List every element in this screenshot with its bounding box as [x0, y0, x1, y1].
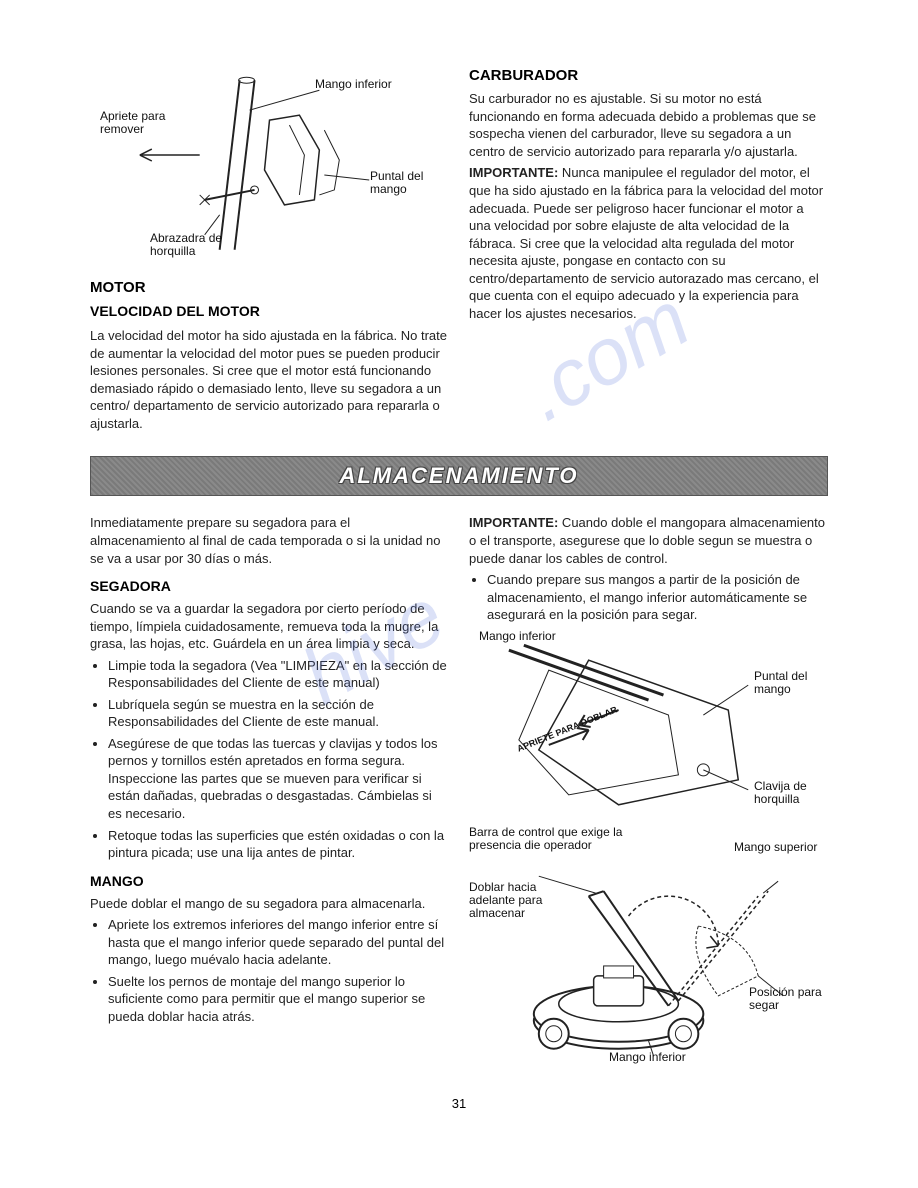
label-puntal-mango: Puntal del mango — [370, 170, 440, 196]
motor-text: La velocidad del motor ha sido ajustada … — [90, 327, 449, 432]
carburador-text-2-body: Nunca manipulee el regulador del motor, … — [469, 165, 823, 320]
top-left-col: Mango inferior Apriete para remover Punt… — [90, 60, 449, 436]
importante-text-2: IMPORTANTE: Cuando doble el mangopara al… — [469, 514, 828, 567]
handle-diagram-mid: Mango inferior Puntal del mango APRIETE … — [469, 630, 828, 820]
carburador-text-1: Su carburador no es ajustable. Si su mot… — [469, 90, 828, 160]
label-mango-inferior: Mango inferior — [315, 78, 392, 91]
top-right-col: CARBURADOR Su carburador no es ajustable… — [469, 60, 828, 436]
segadora-text: Cuando se va a guardar la segadora por c… — [90, 600, 449, 653]
list-item: Suelte los pernos de montaje del mango s… — [108, 973, 449, 1026]
prep-bullet-list: Cuando prepare sus mangos a partir de la… — [469, 571, 828, 624]
list-item: Cuando prepare sus mangos a partir de la… — [487, 571, 828, 624]
handle-diagram-top: Mango inferior Apriete para remover Punt… — [90, 60, 449, 270]
label-abrazadra: Abrazadra de horquilla — [150, 232, 250, 258]
label-puntal-2: Puntal del mango — [754, 670, 824, 696]
mower-diagram: Barra de control que exige la presencia … — [469, 826, 828, 1066]
list-item: Asegúrese de que todas las tuercas y cla… — [108, 735, 449, 823]
label-mango-inf-3: Mango inferior — [609, 1051, 686, 1064]
list-item: Retoque todas las superficies que estén … — [108, 827, 449, 862]
label-barra-control: Barra de control que exige la presencia … — [469, 826, 669, 852]
label-posicion-segar: Posición para segar — [749, 986, 829, 1012]
label-mango-inf-2: Mango inferior — [479, 630, 556, 643]
importante-label: IMPORTANTE: — [469, 165, 558, 180]
label-apriete-remover: Apriete para remover — [100, 110, 190, 136]
mower-svg — [469, 826, 828, 1066]
top-columns: Mango inferior Apriete para remover Punt… — [90, 60, 828, 436]
motor-heading: MOTOR — [90, 278, 449, 298]
handle-svg — [90, 60, 449, 270]
list-item: Limpie toda la segadora (Vea "LIMPIEZA" … — [108, 657, 449, 692]
section-banner: ALMACENAMIENTO — [90, 456, 828, 496]
list-item: Lubríquela según se muestra en la secció… — [108, 696, 449, 731]
mango-bullets: Apriete los extremos inferiores del mang… — [90, 916, 449, 1025]
mango-heading: MANGO — [90, 872, 449, 891]
label-doblar-adelante: Doblar hacia adelante para almacenar — [469, 881, 559, 921]
banner-text: ALMACENAMIENTO — [339, 463, 578, 488]
label-mango-sup: Mango superior — [734, 841, 829, 854]
manual-page: .com hive — [0, 0, 918, 1188]
label-clavija: Clavija de horquilla — [754, 780, 824, 806]
bottom-columns: Inmediatamente prepare su segadora para … — [90, 510, 828, 1065]
segadora-bullets: Limpie toda la segadora (Vea "LIMPIEZA" … — [90, 657, 449, 862]
velocidad-heading: VELOCIDAD DEL MOTOR — [90, 302, 449, 321]
bottom-left-col: Inmediatamente prepare su segadora para … — [90, 510, 449, 1065]
page-number: 31 — [90, 1096, 828, 1111]
mango-text: Puede doblar el mango de su segadora par… — [90, 895, 449, 913]
carburador-text-2: IMPORTANTE: Nunca manipulee el regulador… — [469, 164, 828, 322]
list-item: Apriete los extremos inferiores del mang… — [108, 916, 449, 969]
carburador-heading: CARBURADOR — [469, 66, 828, 86]
bottom-right-col: IMPORTANTE: Cuando doble el mangopara al… — [469, 510, 828, 1065]
segadora-heading: SEGADORA — [90, 577, 449, 596]
importante-label-2: IMPORTANTE: — [469, 515, 558, 530]
storage-intro: Inmediatamente prepare su segadora para … — [90, 514, 449, 567]
